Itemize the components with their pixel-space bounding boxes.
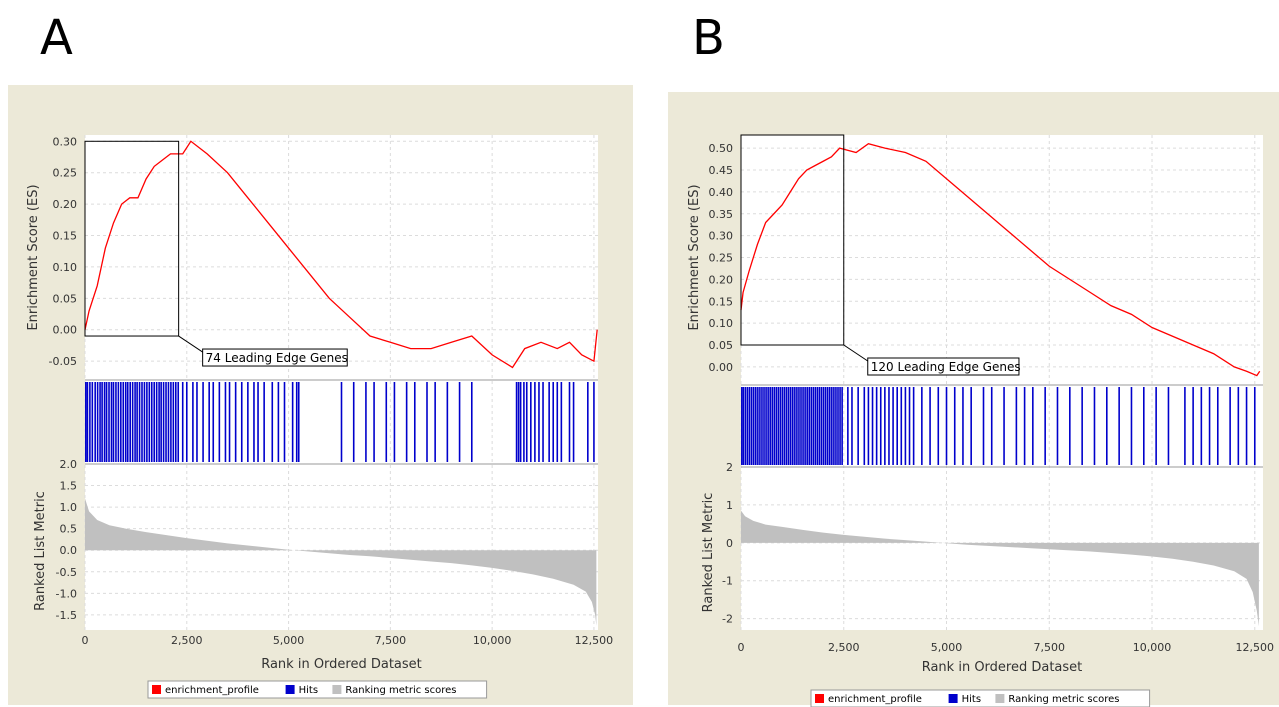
- enrichment-curve: [84, 140, 598, 369]
- leading-edge-callout-box: [867, 357, 1020, 376]
- es-axis-title: Enrichment Score (ES): [687, 184, 702, 330]
- leading-edge-callout-box: [202, 348, 348, 367]
- leading-edge-connector: [178, 335, 203, 353]
- es-tick-label: 0.35: [709, 208, 734, 221]
- ranked-metric-area: [741, 510, 1259, 627]
- legend-label: enrichment_profile: [828, 694, 922, 705]
- x-tick-label: 0: [738, 641, 745, 654]
- es-tick-label: 0.40: [709, 186, 734, 199]
- legend-swatch: [815, 694, 824, 703]
- x-axis-title: Rank in Ordered Dataset: [261, 657, 422, 672]
- legend-label: Hits: [299, 685, 318, 696]
- metric-tick-label: 1.0: [60, 501, 78, 514]
- legend-swatch: [332, 685, 342, 694]
- leading-edge-label: 120 Leading Edge Genes: [871, 360, 1021, 374]
- es-tick-label: -0.05: [49, 355, 77, 368]
- x-tick-label: 7,500: [375, 634, 407, 647]
- es-tick-label: 0.30: [53, 135, 78, 148]
- es-tick-label: 0.15: [709, 295, 734, 308]
- es-tick-label: 0.00: [709, 361, 734, 374]
- es-tick-label: 0.00: [53, 324, 78, 337]
- panel-letter-b: B: [692, 10, 725, 66]
- ranked-metric-area: [85, 498, 597, 626]
- es-tick-label: 0.10: [53, 261, 78, 274]
- legend-swatch: [285, 685, 295, 694]
- leading-edge-box: [740, 134, 845, 346]
- legend-box: [810, 689, 1151, 707]
- panel-letter-a: A: [40, 10, 73, 66]
- x-tick-label: 7,500: [1034, 641, 1066, 654]
- metric-tick-label: -1: [722, 575, 733, 588]
- es-tick-label: 0.50: [709, 142, 734, 155]
- es-tick-label: 0.25: [709, 252, 734, 265]
- metric-tick-label: -1.5: [56, 609, 77, 622]
- es-tick-label: 0.25: [53, 167, 78, 180]
- x-tick-label: 10,000: [473, 634, 512, 647]
- metric-tick-label: 1: [726, 499, 733, 512]
- es-tick-label: 0.10: [709, 317, 734, 330]
- legend-label: enrichment_profile: [165, 685, 259, 696]
- x-tick-label: 12,500: [575, 634, 614, 647]
- x-tick-label: 12,500: [1236, 641, 1275, 654]
- metric-axis-title: Ranked List Metric: [33, 491, 48, 611]
- enrichment-curve: [740, 143, 1261, 377]
- metric-axis-title: Ranked List Metric: [701, 493, 716, 613]
- metric-tick-label: -0.5: [56, 566, 77, 579]
- metric-tick-label: 0: [726, 537, 733, 550]
- es-tick-label: 0.45: [709, 164, 734, 177]
- es-tick-label: 0.15: [53, 230, 78, 243]
- leading-edge-connector: [843, 344, 869, 362]
- x-tick-label: 5,000: [931, 641, 963, 654]
- metric-tick-label: 1.5: [60, 480, 78, 493]
- es-tick-label: 0.20: [53, 198, 78, 211]
- x-tick-label: 2,500: [171, 634, 203, 647]
- x-axis-title: Rank in Ordered Dataset: [922, 660, 1083, 675]
- es-tick-label: 0.20: [709, 273, 734, 286]
- legend-label: Hits: [962, 694, 981, 705]
- metric-tick-label: 2: [726, 461, 733, 474]
- es-tick-label: 0.05: [53, 292, 78, 305]
- metric-tick-label: -1.0: [56, 587, 77, 600]
- leading-edge-box: [84, 140, 180, 337]
- x-tick-label: 5,000: [273, 634, 305, 647]
- leading-edge-label: 74 Leading Edge Genes: [206, 351, 348, 365]
- legend-swatch: [152, 685, 161, 694]
- x-tick-label: 10,000: [1133, 641, 1172, 654]
- legend-swatch: [948, 694, 958, 703]
- x-tick-label: 2,500: [828, 641, 860, 654]
- es-tick-label: 0.05: [709, 339, 734, 352]
- x-tick-label: 0: [82, 634, 89, 647]
- metric-tick-label: 0.0: [60, 544, 78, 557]
- metric-tick-label: 0.5: [60, 523, 78, 536]
- legend-box: [147, 680, 488, 699]
- metric-tick-label: 2.0: [60, 458, 78, 471]
- legend-swatch: [995, 694, 1005, 703]
- legend-label: Ranking metric scores: [1008, 694, 1119, 705]
- es-axis-title: Enrichment Score (ES): [26, 184, 41, 330]
- legend-label: Ranking metric scores: [345, 685, 456, 696]
- es-tick-label: 0.30: [709, 230, 734, 243]
- metric-tick-label: -2: [722, 613, 733, 626]
